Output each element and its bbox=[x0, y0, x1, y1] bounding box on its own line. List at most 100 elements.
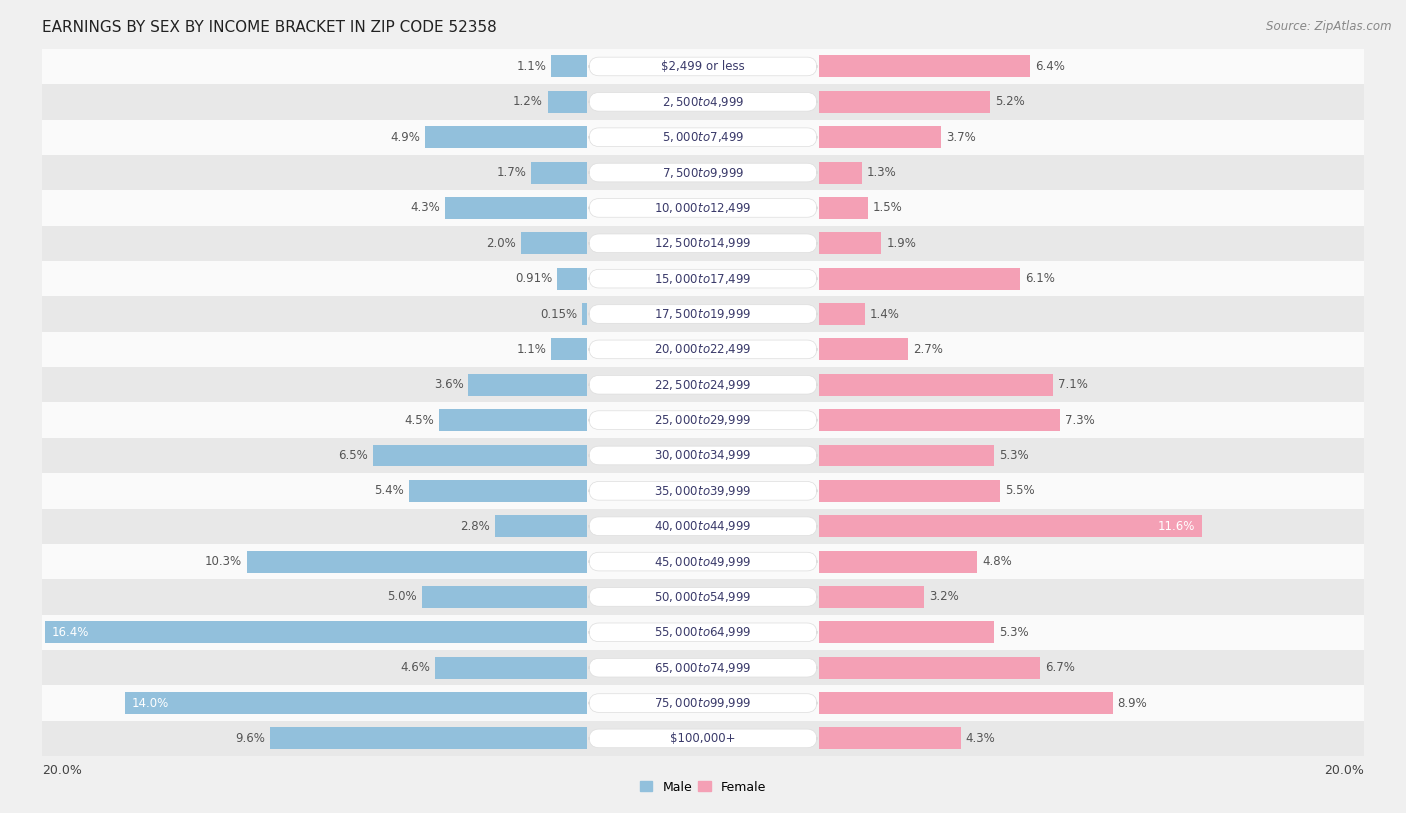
Text: 6.4%: 6.4% bbox=[1035, 60, 1064, 73]
Text: 7.1%: 7.1% bbox=[1059, 378, 1088, 391]
Bar bbox=[439, 409, 588, 431]
Text: 4.6%: 4.6% bbox=[401, 661, 430, 674]
Bar bbox=[818, 374, 1053, 396]
Bar bbox=[582, 303, 588, 325]
Bar bbox=[818, 267, 1021, 289]
Bar bbox=[42, 226, 1364, 261]
Bar bbox=[42, 437, 1364, 473]
Text: 6.5%: 6.5% bbox=[337, 449, 367, 462]
Bar bbox=[125, 692, 588, 714]
Text: 4.3%: 4.3% bbox=[411, 202, 440, 215]
Text: 4.8%: 4.8% bbox=[983, 555, 1012, 568]
FancyBboxPatch shape bbox=[589, 269, 817, 288]
Text: $12,500 to $14,999: $12,500 to $14,999 bbox=[654, 237, 752, 250]
Text: $10,000 to $12,499: $10,000 to $12,499 bbox=[654, 201, 752, 215]
FancyBboxPatch shape bbox=[589, 128, 817, 146]
Text: $35,000 to $39,999: $35,000 to $39,999 bbox=[654, 484, 752, 498]
FancyBboxPatch shape bbox=[589, 729, 817, 748]
Legend: Male, Female: Male, Female bbox=[636, 776, 770, 798]
Text: 1.2%: 1.2% bbox=[513, 95, 543, 108]
Bar bbox=[818, 409, 1060, 431]
Text: 1.4%: 1.4% bbox=[870, 307, 900, 320]
FancyBboxPatch shape bbox=[589, 234, 817, 253]
Text: 5.4%: 5.4% bbox=[374, 485, 404, 498]
Text: 20.0%: 20.0% bbox=[1324, 764, 1364, 777]
Text: $7,500 to $9,999: $7,500 to $9,999 bbox=[662, 166, 744, 180]
Text: 5.3%: 5.3% bbox=[998, 626, 1028, 639]
Bar bbox=[818, 55, 1031, 77]
Bar bbox=[818, 657, 1040, 679]
Bar bbox=[818, 586, 924, 608]
Text: 2.7%: 2.7% bbox=[912, 343, 942, 356]
Bar bbox=[818, 445, 994, 467]
Text: 1.1%: 1.1% bbox=[516, 60, 546, 73]
FancyBboxPatch shape bbox=[589, 305, 817, 324]
Text: 6.1%: 6.1% bbox=[1025, 272, 1054, 285]
Text: $55,000 to $64,999: $55,000 to $64,999 bbox=[654, 625, 752, 639]
FancyBboxPatch shape bbox=[589, 376, 817, 394]
Bar bbox=[42, 261, 1364, 297]
Bar bbox=[42, 650, 1364, 685]
FancyBboxPatch shape bbox=[589, 552, 817, 571]
Bar bbox=[45, 621, 588, 643]
Text: $100,000+: $100,000+ bbox=[671, 732, 735, 745]
Text: $17,500 to $19,999: $17,500 to $19,999 bbox=[654, 307, 752, 321]
Bar bbox=[42, 297, 1364, 332]
Text: 7.3%: 7.3% bbox=[1064, 414, 1094, 427]
Bar bbox=[409, 480, 588, 502]
Text: 6.7%: 6.7% bbox=[1045, 661, 1074, 674]
Bar bbox=[818, 480, 1001, 502]
Text: 9.6%: 9.6% bbox=[235, 732, 266, 745]
Text: 1.3%: 1.3% bbox=[866, 166, 896, 179]
Text: $22,500 to $24,999: $22,500 to $24,999 bbox=[654, 378, 752, 392]
Bar bbox=[818, 233, 882, 254]
FancyBboxPatch shape bbox=[589, 198, 817, 217]
Text: 3.2%: 3.2% bbox=[929, 590, 959, 603]
Bar bbox=[531, 162, 588, 184]
FancyBboxPatch shape bbox=[589, 588, 817, 606]
Bar bbox=[446, 197, 588, 219]
Text: 20.0%: 20.0% bbox=[42, 764, 82, 777]
Bar bbox=[551, 338, 588, 360]
Text: 14.0%: 14.0% bbox=[131, 697, 169, 710]
Bar bbox=[42, 190, 1364, 226]
Bar bbox=[42, 402, 1364, 437]
FancyBboxPatch shape bbox=[589, 517, 817, 536]
Bar bbox=[42, 721, 1364, 756]
FancyBboxPatch shape bbox=[589, 623, 817, 641]
Bar bbox=[373, 445, 588, 467]
Bar bbox=[818, 621, 994, 643]
FancyBboxPatch shape bbox=[589, 659, 817, 677]
Text: 5.3%: 5.3% bbox=[998, 449, 1028, 462]
Bar bbox=[495, 515, 588, 537]
Bar bbox=[42, 685, 1364, 721]
Text: $75,000 to $99,999: $75,000 to $99,999 bbox=[654, 696, 752, 710]
Bar bbox=[818, 303, 865, 325]
FancyBboxPatch shape bbox=[589, 340, 817, 359]
Text: EARNINGS BY SEX BY INCOME BRACKET IN ZIP CODE 52358: EARNINGS BY SEX BY INCOME BRACKET IN ZIP… bbox=[42, 20, 496, 35]
Bar bbox=[818, 197, 868, 219]
Text: 10.3%: 10.3% bbox=[205, 555, 242, 568]
Bar bbox=[818, 338, 908, 360]
Text: 4.5%: 4.5% bbox=[404, 414, 433, 427]
Text: 4.3%: 4.3% bbox=[966, 732, 995, 745]
Text: $2,500 to $4,999: $2,500 to $4,999 bbox=[662, 95, 744, 109]
Text: $5,000 to $7,499: $5,000 to $7,499 bbox=[662, 130, 744, 144]
FancyBboxPatch shape bbox=[589, 93, 817, 111]
Text: 11.6%: 11.6% bbox=[1159, 520, 1195, 533]
Bar bbox=[42, 544, 1364, 579]
Bar bbox=[818, 162, 862, 184]
FancyBboxPatch shape bbox=[589, 693, 817, 712]
FancyBboxPatch shape bbox=[589, 57, 817, 76]
Bar bbox=[522, 233, 588, 254]
Bar bbox=[818, 126, 941, 148]
Bar bbox=[42, 615, 1364, 650]
Bar bbox=[818, 550, 977, 572]
Text: $25,000 to $29,999: $25,000 to $29,999 bbox=[654, 413, 752, 427]
Bar bbox=[42, 49, 1364, 84]
Bar bbox=[818, 692, 1112, 714]
Bar bbox=[42, 509, 1364, 544]
Text: 4.9%: 4.9% bbox=[391, 131, 420, 144]
Bar bbox=[557, 267, 588, 289]
Text: 1.5%: 1.5% bbox=[873, 202, 903, 215]
